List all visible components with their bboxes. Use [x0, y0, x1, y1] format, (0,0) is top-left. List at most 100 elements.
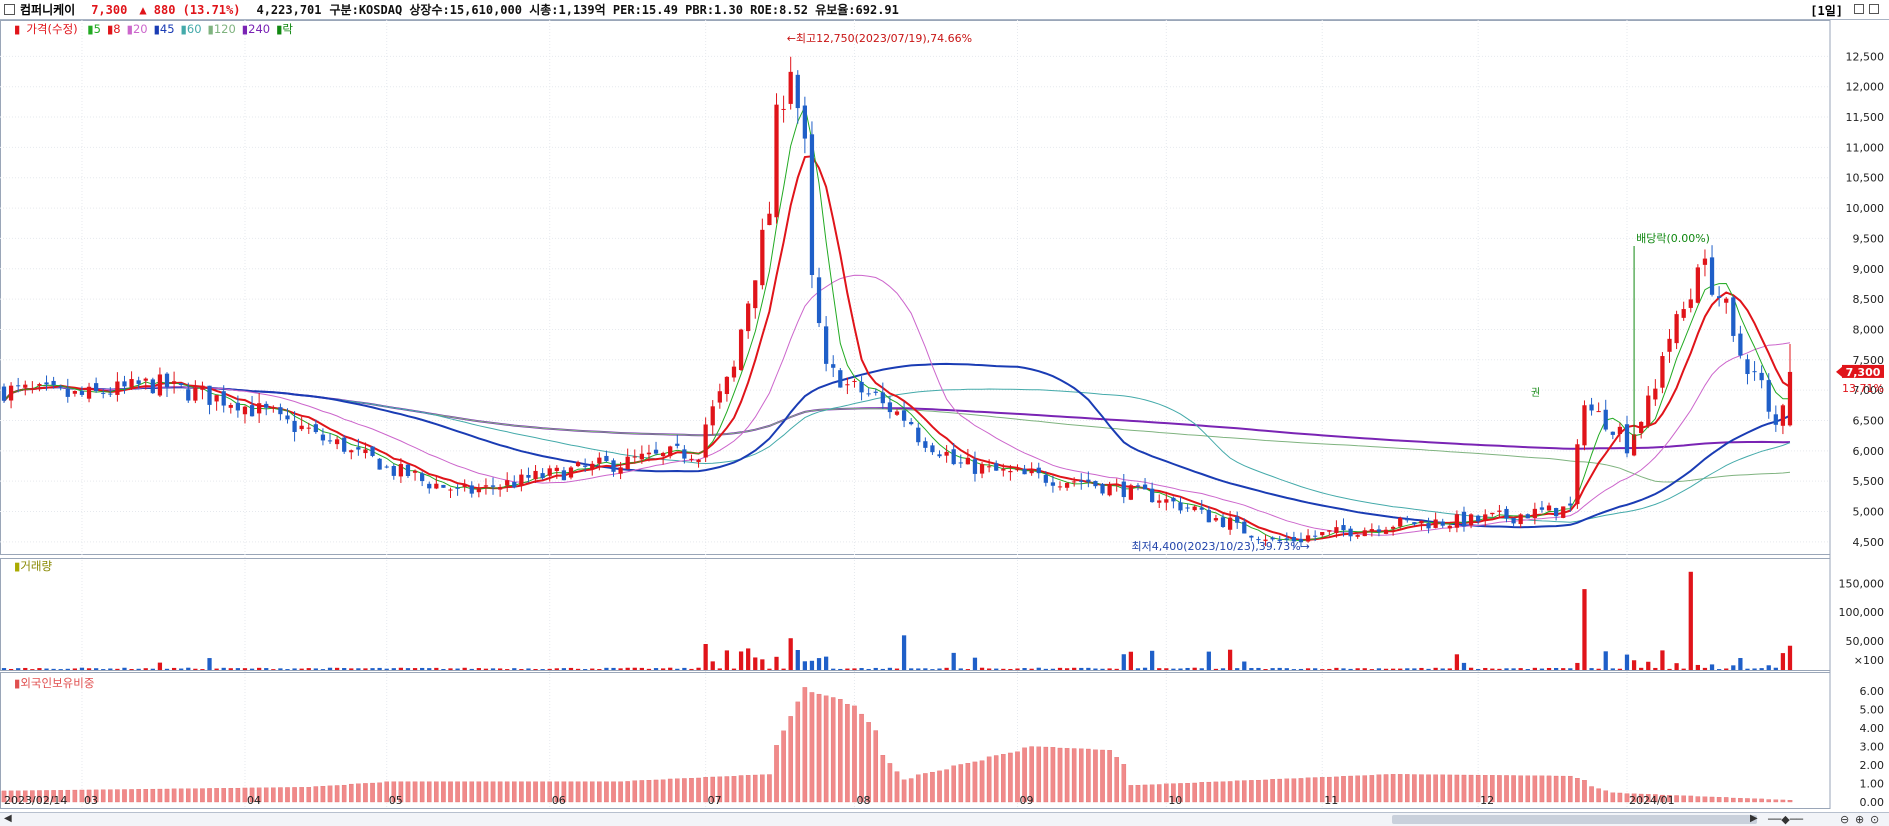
- volume-bar: [405, 668, 411, 670]
- candle-body: [1490, 512, 1495, 515]
- period-selector[interactable]: [1일]: [1810, 4, 1843, 18]
- volume-bar: [646, 668, 652, 670]
- candle-body: [1483, 514, 1488, 521]
- stock-info: 구분:KOSDAQ 상장수:15,610,000 시총:1,139억 PER:1…: [329, 3, 899, 17]
- candle-body: [873, 391, 878, 393]
- legend-item-5[interactable]: ▮120: [207, 22, 236, 36]
- candle-body: [1596, 411, 1601, 413]
- foreign-bar: [1270, 779, 1275, 803]
- foreign-bar: [1114, 757, 1119, 803]
- price-tick-label-4: 10,500: [1846, 172, 1885, 185]
- volume-bar: [1787, 645, 1793, 670]
- foreign-bar: [1780, 799, 1786, 803]
- foreign-bar: [575, 781, 581, 803]
- chart-header: 컴퍼니케이 7,300 ▲ 880 (13.71%) 4,223,701 구분:…: [0, 0, 1889, 20]
- candle-body: [1100, 483, 1105, 494]
- foreign-tick-label-0: 6.00: [1860, 685, 1885, 698]
- candle-body: [1164, 499, 1169, 503]
- volume-bars: [1, 571, 1793, 670]
- select-checkbox[interactable]: [4, 4, 15, 15]
- candle-body: [1057, 486, 1063, 488]
- candle-body: [1454, 514, 1460, 528]
- candle-body: [79, 390, 85, 395]
- candle-body: [1405, 519, 1410, 521]
- volume-bar: [724, 650, 730, 670]
- legend-item-7[interactable]: ▮락: [276, 22, 293, 36]
- volume-bar: [1242, 661, 1247, 670]
- candle-body: [611, 460, 616, 472]
- volume-bar: [164, 668, 170, 670]
- volume-bar: [327, 667, 333, 670]
- candle-body: [1709, 257, 1715, 295]
- scroll-left-icon[interactable]: ◀: [4, 813, 12, 824]
- candle-body: [746, 303, 751, 332]
- foreign-bar: [1036, 746, 1042, 803]
- foreign-bar: [1305, 777, 1311, 803]
- candle-body: [228, 404, 233, 408]
- volume-panel-title[interactable]: ▮거래량: [14, 559, 53, 573]
- volume-bar: [1674, 663, 1679, 670]
- candle-body: [1426, 523, 1431, 529]
- foreign-bar: [51, 790, 56, 803]
- candle-body: [1249, 535, 1254, 538]
- candle-body: [1617, 426, 1623, 435]
- volume-bar: [632, 667, 637, 670]
- candle-body: [1348, 528, 1353, 537]
- volume-bar: [1596, 668, 1601, 670]
- zoom-out-icon[interactable]: ⊖: [1840, 813, 1850, 826]
- volume-bar: [660, 668, 666, 670]
- legend-item-4[interactable]: ▮60: [180, 22, 202, 36]
- foreign-bar: [497, 781, 503, 803]
- scrollbar-thumb[interactable]: [1392, 815, 1757, 824]
- foreign-bar: [86, 789, 92, 803]
- volume-bar: [1553, 667, 1559, 670]
- legend-item-3[interactable]: ▮45: [153, 22, 175, 36]
- legend-item-0[interactable]: ▮5: [87, 22, 101, 36]
- foreign-bar: [1043, 746, 1049, 803]
- stock-name[interactable]: 컴퍼니케이: [20, 3, 76, 17]
- time-tick-label-6: 08: [856, 794, 870, 807]
- scroll-right-icon[interactable]: ▶: [1750, 813, 1758, 824]
- foreign-bar: [986, 756, 992, 803]
- foreign-bar: [1015, 751, 1020, 803]
- close-icon[interactable]: [1869, 4, 1879, 14]
- candle-body: [157, 374, 163, 396]
- maximize-icon[interactable]: [1854, 4, 1864, 14]
- foreign-bar: [1617, 792, 1623, 803]
- foreign-bar: [1426, 774, 1431, 803]
- legend-item-1[interactable]: ▮8: [106, 22, 121, 36]
- volume-bar: [604, 667, 609, 670]
- candle-body: [788, 71, 793, 104]
- foreign-bar: [469, 781, 475, 803]
- horizontal-scrollbar[interactable]: ◀ ▶ ──◆── ⊖ ⊕ ⊙: [0, 812, 1889, 826]
- foreign-bar: [398, 781, 404, 803]
- candle-body: [398, 464, 404, 477]
- volume-bar: [1709, 664, 1715, 670]
- candle-body: [731, 366, 737, 378]
- volume-bar: [547, 668, 552, 670]
- candle-body: [937, 454, 942, 457]
- foreign-panel-title[interactable]: ▮외국인보유비중: [14, 676, 95, 690]
- volume-bar: [575, 668, 581, 670]
- legend-price-label[interactable]: 가격(수정): [26, 22, 78, 36]
- ma45-line: [3, 362, 1791, 529]
- zoom-reset-icon[interactable]: ⊙: [1870, 813, 1880, 826]
- candle-body: [1688, 299, 1693, 308]
- foreign-bar: [823, 695, 829, 803]
- zoom-slider[interactable]: ──◆──: [1768, 813, 1803, 826]
- candle-body: [1, 386, 7, 401]
- candle-body: [1440, 521, 1445, 526]
- candle-body: [476, 489, 481, 493]
- candle-body: [108, 393, 113, 395]
- foreign-bar: [1568, 775, 1573, 803]
- stock-chart-canvas[interactable]: 12,500 12,000 11,500 11,000 10,500 10,000 9,50…: [0, 20, 1889, 812]
- zoom-in-icon[interactable]: ⊕: [1855, 813, 1865, 826]
- volume-bar: [1107, 668, 1112, 670]
- legend-item-6[interactable]: ▮240: [241, 22, 271, 36]
- volume-bar: [30, 669, 35, 670]
- volume-bar: [568, 667, 574, 670]
- price-tick-label-10: 7,500: [1853, 354, 1885, 367]
- foreign-bar: [689, 778, 694, 803]
- legend-item-2[interactable]: ▮20: [126, 22, 148, 36]
- foreign-bar: [115, 789, 120, 803]
